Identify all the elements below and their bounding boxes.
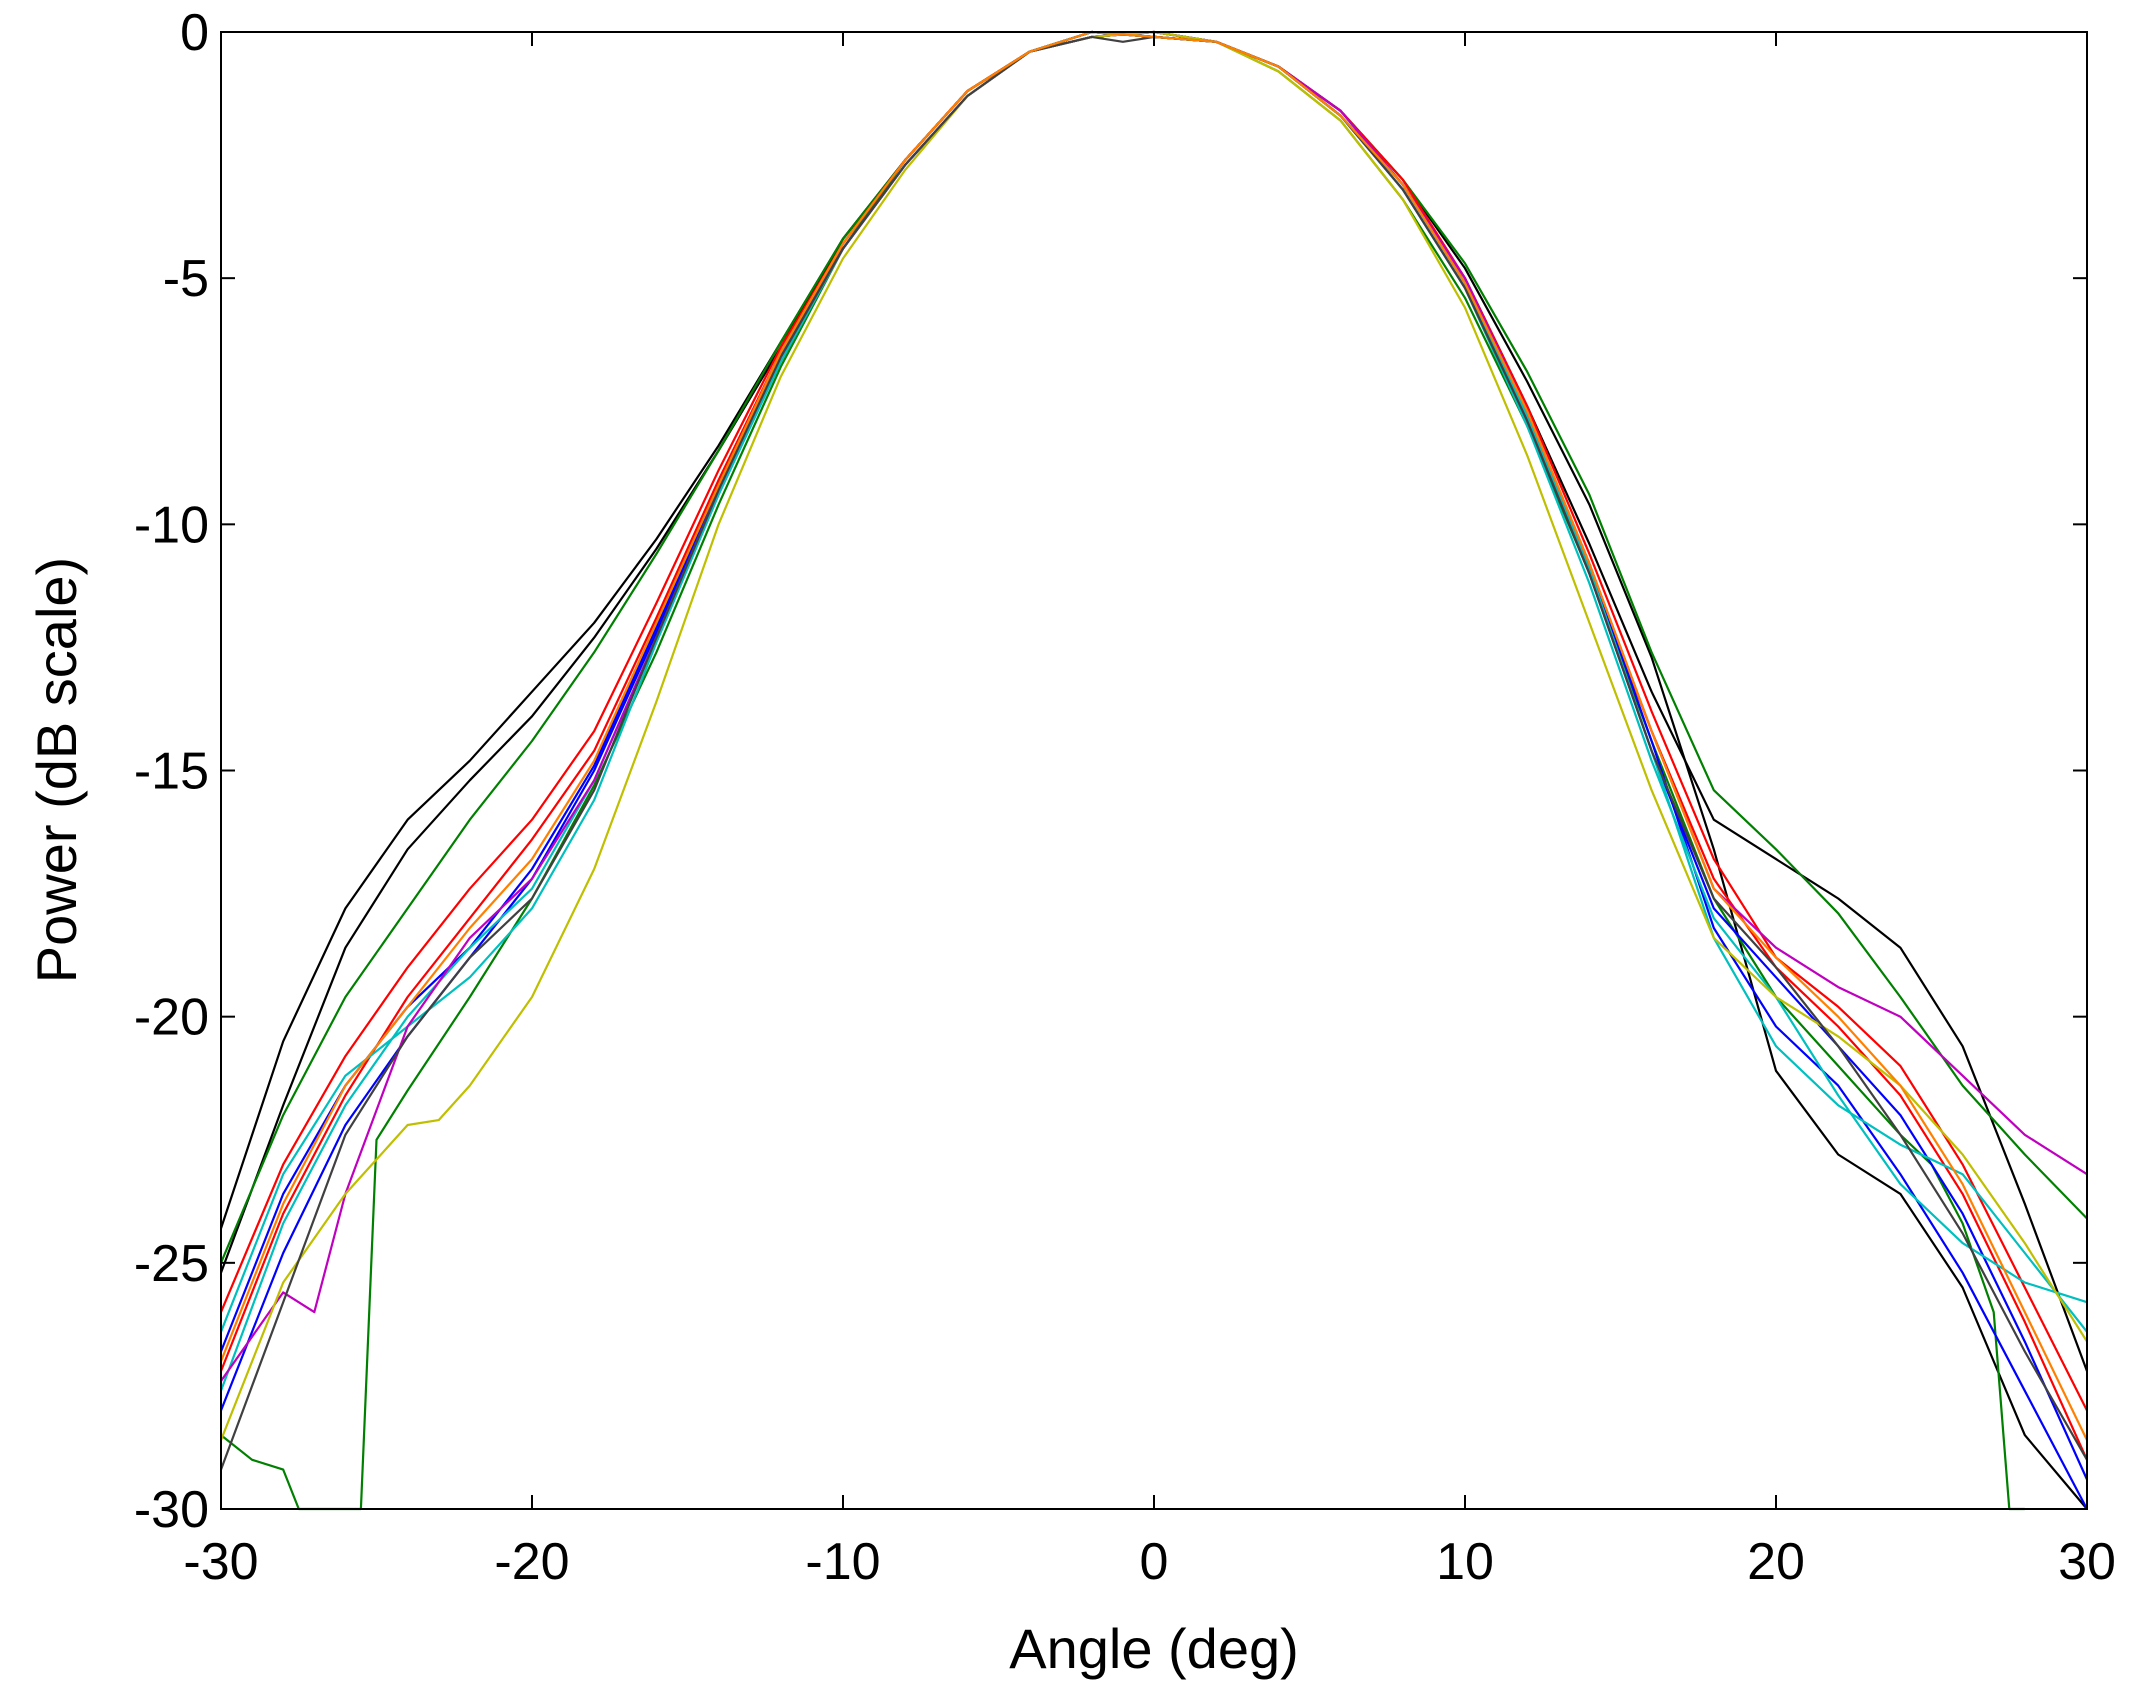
x-tick-label: 0 bbox=[1140, 1533, 1169, 1591]
y-tick-label: -20 bbox=[134, 989, 209, 1047]
y-tick-label: 0 bbox=[180, 4, 209, 62]
x-tick-label: -20 bbox=[494, 1533, 569, 1591]
tick-layer: -30 -20 -10 0 10 20 30 0 -5 -10 -15 -20 -25 -30 bbox=[134, 4, 2116, 1591]
x-tick-label: 30 bbox=[2058, 1533, 2116, 1591]
y-tick-label: -10 bbox=[134, 496, 209, 554]
x-tick-label: -10 bbox=[805, 1533, 880, 1591]
y-axis-title: Power (dB scale) bbox=[25, 557, 88, 983]
x-axis-title: Angle (deg) bbox=[1009, 1617, 1299, 1680]
y-tick-label: -30 bbox=[134, 1481, 209, 1539]
y-tick-label: -5 bbox=[163, 250, 209, 308]
y-tick-label: -25 bbox=[134, 1235, 209, 1293]
series-line-13 bbox=[219, 35, 2088, 1470]
x-tick-label: 20 bbox=[1747, 1533, 1805, 1591]
y-tick-label: -15 bbox=[134, 743, 209, 801]
x-tick-label: 10 bbox=[1436, 1533, 1494, 1591]
x-tick-label: -30 bbox=[183, 1533, 258, 1591]
